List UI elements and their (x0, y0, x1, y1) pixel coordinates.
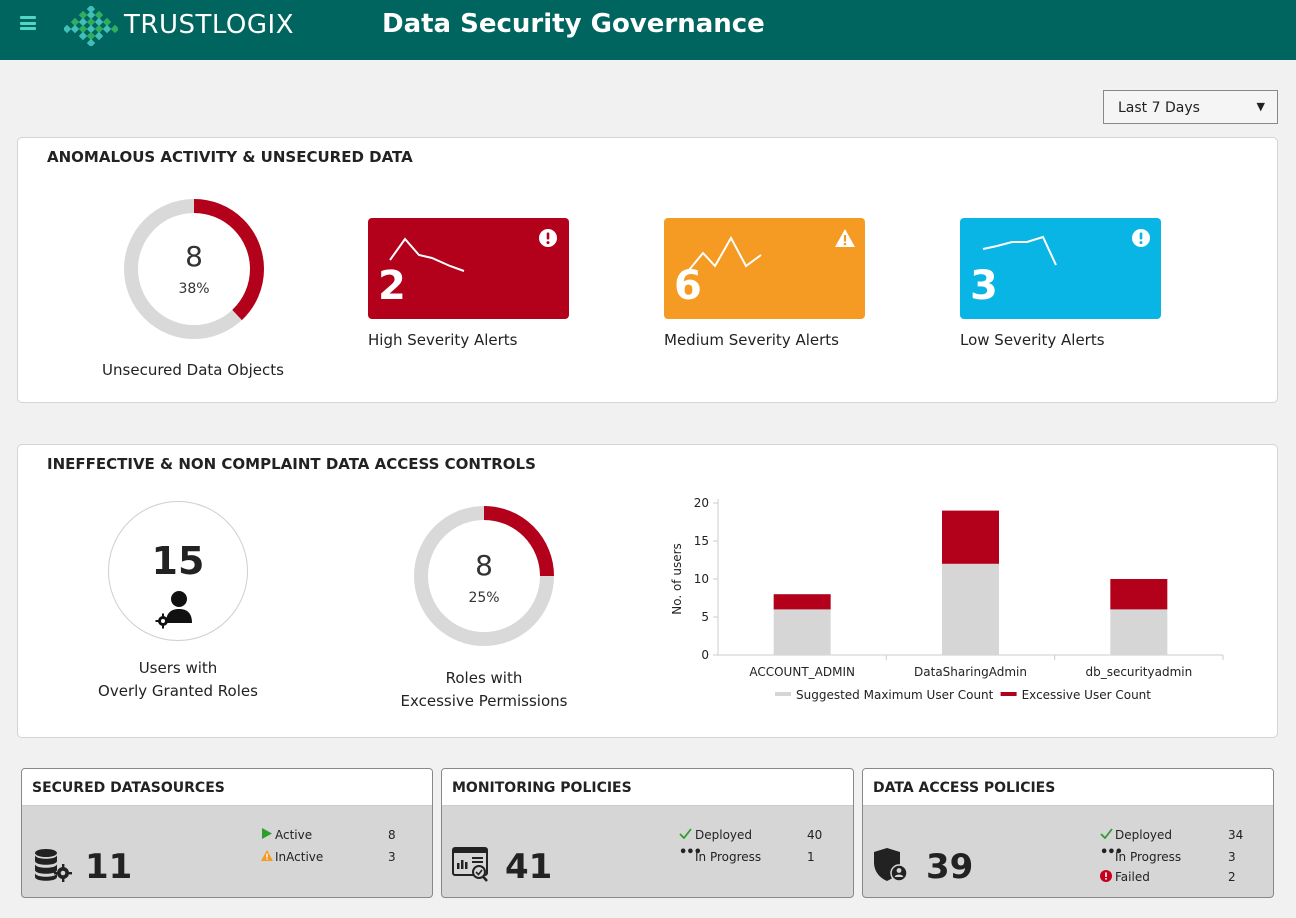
panel-title: INEFFECTIVE & NON COMPLAINT DATA ACCESS … (47, 455, 536, 473)
users-label-line1: Users with (138, 659, 218, 677)
check-icon (1100, 828, 1113, 839)
legend-swatch (775, 692, 791, 696)
stat-label: Deployed (695, 828, 753, 842)
legend-label: Excessive User Count (1022, 688, 1152, 702)
user-gear-icon (155, 591, 192, 629)
high-trend-sparkline (389, 237, 465, 272)
unsecured-count: 8 (185, 240, 203, 273)
roles-label: Roles with Excessive Permissions (384, 667, 584, 713)
medium-trend-sparkline (688, 235, 762, 271)
bar-segment (942, 563, 999, 655)
play-icon (262, 828, 272, 839)
access-controls-panel: INEFFECTIVE & NON COMPLAINT DATA ACCESS … (17, 444, 1278, 738)
card-title: DATA ACCESS POLICIES (863, 769, 1273, 806)
logo-text: TRUSTLOGIX (124, 10, 295, 40)
warning-triangle-icon (835, 229, 855, 247)
shield-user-icon (874, 848, 908, 882)
stat-value: 3 (1228, 850, 1236, 864)
medium-severity-card[interactable]: 6 (664, 218, 865, 319)
access-policies-total: 39 (926, 847, 974, 887)
stat-label: In Progress (1115, 850, 1182, 864)
low-severity-label: Low Severity Alerts (960, 331, 1105, 349)
stat-label: InActive (275, 850, 324, 864)
ellipsis-icon: ••• (1100, 845, 1123, 860)
x-tick-label: ACCOUNT_ADMIN (749, 665, 855, 679)
stat-value: 40 (807, 828, 823, 842)
y-axis-label: No. of users (670, 543, 684, 615)
stat-value: 1 (807, 850, 815, 864)
logo-icon (64, 6, 118, 46)
users-count: 15 (151, 539, 205, 583)
low-severity-card[interactable]: 3 (960, 218, 1161, 319)
stat-label: Deployed (1115, 828, 1173, 842)
check-icon (679, 828, 692, 839)
legend-label: Suggested Maximum User Count (796, 688, 994, 702)
unsecured-percent: 38% (178, 281, 209, 297)
menu-icon[interactable] (20, 16, 36, 30)
users-label-line2: Overly Granted Roles (98, 682, 258, 700)
caret-down-icon: ▼ (1256, 100, 1265, 113)
bar-segment (1110, 579, 1168, 610)
stat-value: 2 (1228, 870, 1236, 884)
y-tick-label: 20 (694, 496, 709, 510)
bar-segment (773, 594, 831, 610)
warning-triangle-icon (261, 850, 273, 861)
stat-value: 8 (388, 828, 396, 842)
unsecured-donut-chart: 8 38% (124, 199, 264, 339)
medium-severity-label: Medium Severity Alerts (664, 331, 839, 349)
y-tick-label: 15 (694, 534, 709, 548)
y-tick-label: 5 (701, 610, 709, 624)
low-trend-sparkline (982, 235, 1057, 266)
bar-segment (1110, 609, 1168, 655)
unsecured-donut-arc (124, 199, 264, 339)
database-gear-icon (35, 849, 72, 882)
user-count-bar-chart: 0 5 10 15 20 No. of users ACCOUNT_ADMIN DataSha… (670, 496, 1224, 702)
users-circle[interactable]: 15 (108, 501, 248, 641)
stat-value: 34 (1228, 828, 1244, 842)
monitoring-policies-card[interactable]: MONITORING POLICIES 41 Deployed 40 ••• I… (441, 768, 854, 898)
datasources-total: 11 (85, 847, 133, 887)
medium-severity-count: 6 (674, 263, 702, 309)
high-severity-card[interactable]: 2 (368, 218, 569, 319)
users-label: Users with Overly Granted Roles (78, 657, 278, 703)
stat-label: Failed (1115, 870, 1150, 884)
stat-value: 3 (388, 850, 396, 864)
legend-swatch (1000, 692, 1017, 696)
roles-count: 8 (475, 549, 493, 582)
roles-label-line2: Excessive Permissions (400, 692, 568, 710)
secured-datasources-card[interactable]: SECURED DATASOURCES 11 Active 8 InActive… (21, 768, 433, 898)
card-title: SECURED DATASOURCES (22, 769, 432, 806)
x-tick-label: DataSharingAdmin (914, 665, 1027, 679)
error-circle-icon (1100, 870, 1112, 882)
top-bar: TRUSTLOGIX Data Security Governance (0, 0, 1296, 60)
monitoring-total: 41 (505, 847, 553, 887)
roles-donut-arc (414, 506, 554, 646)
low-severity-count: 3 (970, 263, 998, 309)
anomalous-activity-panel: ANOMALOUS ACTIVITY & UNSECURED DATA 8 38… (17, 137, 1278, 403)
ellipsis-icon: ••• (679, 845, 702, 860)
roles-donut-chart: 8 25% (414, 506, 554, 646)
unsecured-label: Unsecured Data Objects (102, 361, 284, 379)
card-title: MONITORING POLICIES (442, 769, 853, 806)
x-tick-label: db_securityadmin (1085, 665, 1192, 679)
panel-title: ANOMALOUS ACTIVITY & UNSECURED DATA (47, 148, 413, 166)
stat-label: Active (275, 828, 313, 842)
time-range-value: Last 7 Days (1118, 100, 1200, 116)
monitor-chart-icon (452, 847, 488, 882)
exclamation-circle-icon (1132, 229, 1150, 247)
bar-segment (942, 510, 999, 564)
data-access-policies-card[interactable]: DATA ACCESS POLICIES 39 Deployed 34 ••• … (862, 768, 1274, 898)
exclamation-circle-icon (539, 229, 557, 247)
bar-segment (773, 609, 831, 655)
stat-label: In Progress (695, 850, 762, 864)
roles-label-line1: Roles with (445, 669, 523, 687)
roles-percent: 25% (468, 590, 499, 606)
high-severity-label: High Severity Alerts (368, 331, 518, 349)
page-title: Data Security Governance (382, 9, 765, 39)
y-tick-label: 0 (701, 648, 709, 662)
time-range-select[interactable]: Last 7 Days ▼ (1103, 90, 1278, 124)
high-severity-count: 2 (378, 263, 406, 309)
y-tick-label: 10 (694, 572, 709, 586)
